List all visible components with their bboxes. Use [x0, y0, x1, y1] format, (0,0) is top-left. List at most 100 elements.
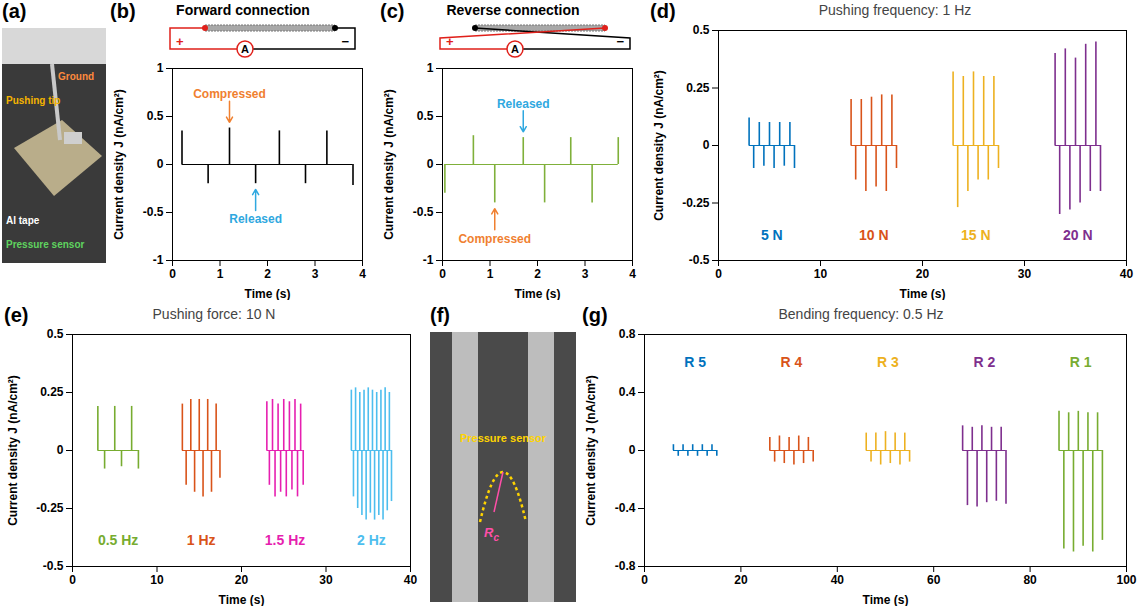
svg-text:20: 20: [235, 573, 249, 587]
svg-text:3: 3: [582, 267, 589, 281]
svg-text:R 1: R 1: [1070, 354, 1092, 370]
svg-text:Pressure sensor: Pressure sensor: [6, 239, 84, 250]
svg-text:Compressed: Compressed: [193, 87, 266, 101]
svg-text:Current density J (nA/cm²): Current density J (nA/cm²): [112, 89, 126, 240]
svg-text:2 Hz: 2 Hz: [357, 532, 386, 548]
svg-text:0.5: 0.5: [693, 23, 710, 37]
html-text:Forward connection: Forward connection: [176, 2, 310, 18]
svg-text:100: 100: [1116, 573, 1136, 587]
html-text:Reverse connection: Reverse connection: [446, 2, 580, 18]
svg-text:Rc: Rc: [484, 525, 499, 543]
svg-text:2: 2: [534, 267, 541, 281]
svg-text:R 4: R 4: [781, 354, 803, 370]
svg-text:-0.5: -0.5: [689, 253, 710, 267]
svg-text:40: 40: [1120, 267, 1134, 281]
svg-text:5 N: 5 N: [761, 227, 783, 243]
svg-text:Time (s): Time (s): [219, 593, 265, 607]
svg-text:10 N: 10 N: [859, 227, 889, 243]
svg-text:1: 1: [217, 267, 224, 281]
svg-text:80: 80: [1023, 573, 1037, 587]
svg-text:40: 40: [404, 573, 418, 587]
svg-text:A: A: [511, 43, 519, 55]
svg-text:Compressed: Compressed: [458, 232, 531, 246]
svg-text:-0.4: -0.4: [615, 501, 636, 515]
svg-text:R 2: R 2: [973, 354, 995, 370]
svg-text:60: 60: [927, 573, 941, 587]
svg-text:Current density J (nA/cm²): Current density J (nA/cm²): [382, 89, 396, 240]
svg-text:-0.25: -0.25: [682, 196, 710, 210]
svg-text:0.4: 0.4: [619, 385, 636, 399]
html-text:(d): (d): [650, 0, 676, 22]
svg-text:0: 0: [169, 267, 176, 281]
svg-text:30: 30: [319, 573, 333, 587]
svg-text:0: 0: [629, 443, 636, 457]
svg-text:-1: -1: [423, 253, 434, 267]
svg-text:1 Hz: 1 Hz: [187, 532, 216, 548]
svg-text:A: A: [241, 43, 249, 55]
svg-text:Released: Released: [229, 212, 282, 226]
svg-text:-0.5: -0.5: [43, 559, 64, 573]
svg-text:−: −: [341, 34, 349, 49]
svg-text:-1: -1: [153, 253, 164, 267]
svg-text:10: 10: [814, 267, 828, 281]
svg-text:0: 0: [439, 267, 446, 281]
svg-text:Time (s): Time (s): [863, 593, 909, 607]
svg-text:-0.8: -0.8: [615, 559, 636, 573]
svg-text:0.8: 0.8: [619, 327, 636, 341]
svg-text:4: 4: [359, 267, 366, 281]
svg-text:0.5: 0.5: [47, 327, 64, 341]
svg-text:Time (s): Time (s): [515, 287, 561, 301]
svg-text:40: 40: [831, 573, 845, 587]
svg-text:0: 0: [641, 573, 648, 587]
svg-text:Al tape: Al tape: [6, 215, 40, 226]
svg-text:-0.25: -0.25: [36, 501, 64, 515]
svg-text:15 N: 15 N: [961, 227, 991, 243]
svg-text:Current density J (nA/cm²): Current density J (nA/cm²): [6, 375, 20, 526]
svg-text:0: 0: [715, 267, 722, 281]
svg-text:1: 1: [427, 61, 434, 75]
svg-text:0: 0: [157, 157, 164, 171]
svg-text:Pressure sensor: Pressure sensor: [460, 432, 547, 444]
svg-text:30: 30: [1018, 267, 1032, 281]
svg-text:R 3: R 3: [877, 354, 899, 370]
svg-text:2: 2: [264, 267, 271, 281]
svg-text:4: 4: [629, 267, 636, 281]
html-text:Pushing frequency: 1 Hz: Pushing frequency: 1 Hz: [818, 2, 972, 18]
html-text:(f): (f): [430, 304, 450, 326]
svg-text:Released: Released: [497, 97, 550, 111]
svg-text:1: 1: [487, 267, 494, 281]
svg-text:−: −: [616, 34, 624, 49]
svg-text:-0.5: -0.5: [143, 205, 164, 219]
svg-text:10: 10: [150, 573, 164, 587]
svg-text:Time (s): Time (s): [245, 287, 291, 301]
svg-text:Current density J (nA/cm²): Current density J (nA/cm²): [584, 375, 598, 526]
svg-text:20 N: 20 N: [1063, 227, 1093, 243]
svg-text:R 5: R 5: [684, 354, 706, 370]
html-text:(g): (g): [582, 304, 608, 326]
html-text:(c): (c): [380, 0, 405, 22]
svg-text:0.25: 0.25: [686, 81, 710, 95]
svg-text:0: 0: [427, 157, 434, 171]
svg-text:+: +: [446, 34, 454, 49]
svg-text:+: +: [176, 34, 184, 49]
html-text:(e): (e): [4, 304, 29, 326]
svg-text:Pushing tip: Pushing tip: [6, 95, 60, 106]
svg-text:0.5: 0.5: [417, 109, 434, 123]
svg-text:Current density J (nA/cm²): Current density J (nA/cm²): [652, 70, 666, 221]
svg-text:0.5 Hz: 0.5 Hz: [98, 532, 138, 548]
svg-text:1: 1: [157, 61, 164, 75]
svg-text:3: 3: [312, 267, 319, 281]
svg-text:20: 20: [916, 267, 930, 281]
svg-text:1.5 Hz: 1.5 Hz: [265, 532, 305, 548]
svg-text:Time (s): Time (s): [900, 287, 946, 301]
svg-text:0: 0: [69, 573, 76, 587]
svg-text:0.5: 0.5: [147, 109, 164, 123]
svg-text:-0.5: -0.5: [413, 205, 434, 219]
svg-text:0: 0: [57, 443, 64, 457]
svg-text:0.25: 0.25: [40, 385, 64, 399]
html-text:(a): (a): [2, 0, 27, 22]
html-text:(b): (b): [110, 0, 136, 22]
svg-text:0: 0: [703, 138, 710, 152]
svg-text:20: 20: [734, 573, 748, 587]
svg-text:Ground: Ground: [58, 71, 94, 82]
